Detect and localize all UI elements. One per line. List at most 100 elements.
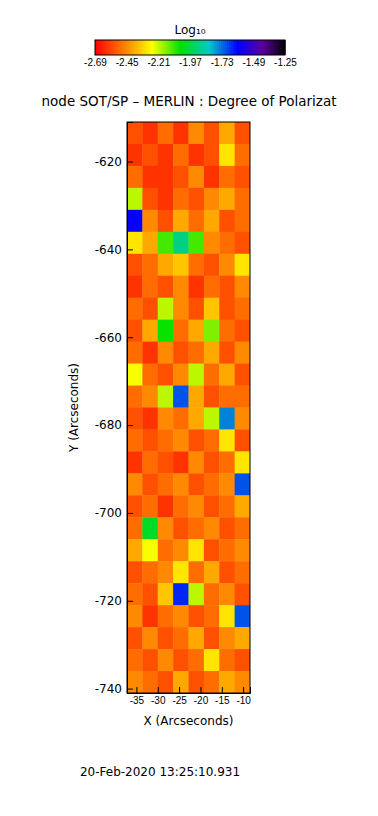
cell (142, 232, 158, 254)
cell (173, 605, 189, 627)
colorbar-tick: -2.21 (147, 55, 170, 68)
colorbar-tick-label: -1.73 (211, 57, 234, 68)
cell (142, 561, 158, 583)
cell (235, 429, 250, 451)
cell (173, 320, 189, 342)
cell (127, 671, 143, 693)
cell (189, 517, 205, 539)
cell (127, 188, 143, 210)
x-tick: -35 (130, 687, 145, 706)
cell (189, 539, 205, 561)
cell (173, 649, 189, 671)
cell (204, 517, 220, 539)
cell (142, 342, 158, 364)
cell (235, 188, 250, 210)
colorbar-tick-label: -2.69 (84, 57, 107, 68)
cell (189, 408, 205, 430)
y-tick-label: -720 (95, 594, 122, 608)
cell (127, 254, 143, 276)
cell (189, 342, 205, 364)
x-axis-title: X (Arcseconds) (144, 714, 234, 728)
cell (142, 627, 158, 649)
cell (204, 188, 220, 210)
cell (204, 386, 220, 408)
colorbar-tick: -1.73 (211, 55, 234, 68)
cell (158, 671, 174, 693)
cell (219, 671, 235, 693)
cell (235, 122, 250, 144)
cell (204, 495, 220, 517)
cell (127, 517, 143, 539)
cell (127, 210, 143, 232)
cell (158, 298, 174, 320)
cell (219, 605, 235, 627)
y-axis-title: Y (Arcseconds) (67, 363, 81, 453)
cell (127, 342, 143, 364)
y-tick-mark (127, 689, 133, 690)
x-tick-mark (200, 687, 201, 693)
cell (173, 408, 189, 430)
cell (189, 188, 205, 210)
cell (173, 627, 189, 649)
cell (204, 408, 220, 430)
cell (235, 386, 250, 408)
cell (158, 495, 174, 517)
cell (158, 561, 174, 583)
cell (204, 122, 220, 144)
cell (189, 495, 205, 517)
y-axis-line (128, 123, 134, 694)
cell (127, 122, 143, 144)
cell (127, 429, 143, 451)
cell (158, 451, 174, 473)
y-tick-label: -640 (95, 243, 122, 257)
cell (189, 276, 205, 298)
cell (173, 451, 189, 473)
x-axis: -35-30-25-20-15-10 (128, 687, 252, 706)
cell (127, 166, 143, 188)
y-tick: -680 (95, 418, 133, 432)
cell (219, 210, 235, 232)
cell (219, 144, 235, 166)
cell (127, 298, 143, 320)
colorbar-tick: -1.97 (179, 55, 202, 68)
cell (158, 386, 174, 408)
x-tick: -30 (151, 687, 166, 706)
cell (158, 122, 174, 144)
y-tick-label: -620 (95, 155, 122, 169)
cell (219, 561, 235, 583)
cell (235, 408, 250, 430)
x-tick-mark (158, 687, 159, 693)
cell (219, 254, 235, 276)
cell (219, 649, 235, 671)
cell (204, 627, 220, 649)
cell (204, 254, 220, 276)
cell (173, 166, 189, 188)
colorbar-tick: -2.45 (116, 55, 139, 68)
cell (235, 671, 250, 693)
cell (235, 342, 250, 364)
cell (189, 605, 205, 627)
cell (235, 605, 250, 627)
cell (127, 605, 143, 627)
cell (158, 276, 174, 298)
cell (235, 298, 250, 320)
cell (219, 342, 235, 364)
cell (204, 320, 220, 342)
cell (189, 122, 205, 144)
colorbar-tick: -1.49 (242, 55, 265, 68)
colorbar: -2.69-2.45-2.21-1.97-1.73-1.49-1.25 (84, 40, 297, 68)
cell (235, 210, 250, 232)
cell (235, 166, 250, 188)
cell (127, 276, 143, 298)
cell (189, 671, 205, 693)
cell (219, 320, 235, 342)
cell (204, 298, 220, 320)
cell (173, 429, 189, 451)
cell (189, 649, 205, 671)
cell (204, 539, 220, 561)
cell (158, 210, 174, 232)
cell (127, 451, 143, 473)
cell (173, 254, 189, 276)
cell (235, 583, 250, 605)
cell (204, 671, 220, 693)
